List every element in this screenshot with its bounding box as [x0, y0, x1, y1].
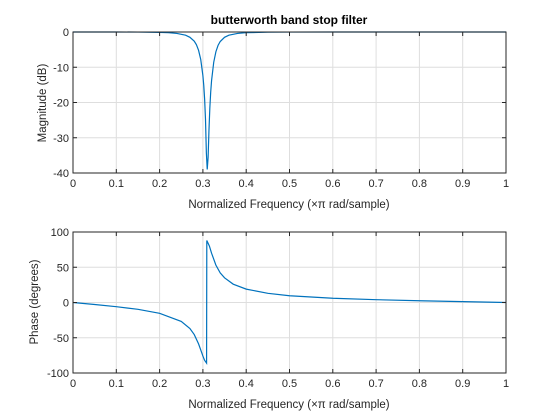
x-tick-label: 0.3 — [195, 178, 210, 190]
x-tick-label: 1 — [503, 178, 509, 190]
x-tick-label: 0.4 — [239, 378, 254, 390]
magnitude-y-axis-label: Magnitude (dB) — [37, 64, 49, 143]
x-tick-label: 0.4 — [239, 178, 254, 190]
y-tick-label: -50 — [53, 333, 69, 345]
x-tick-label: 0.3 — [195, 378, 210, 390]
x-tick-label: 1 — [503, 378, 509, 390]
x-tick-label: 0 — [70, 378, 76, 390]
y-tick-label: 100 — [51, 227, 69, 239]
x-tick-label: 0.8 — [412, 178, 427, 190]
x-tick-label: 0 — [70, 178, 76, 190]
x-tick-label: 0.1 — [109, 178, 124, 190]
x-tick-label: 0.7 — [368, 178, 383, 190]
y-tick-label: -30 — [53, 133, 69, 145]
magnitude-x-axis-label: Normalized Frequency (×π rad/sample) — [188, 199, 389, 211]
y-tick-label: -10 — [53, 62, 69, 74]
y-tick-label: 0 — [63, 27, 69, 39]
magnitude-plot: butterworth band stop filter 0 0.1 0.2 0.3 0… — [37, 13, 509, 211]
x-tick-label: 0.1 — [109, 378, 124, 390]
x-tick-label: 0.5 — [282, 178, 297, 190]
phase-y-axis-label: Phase (degrees) — [29, 259, 41, 344]
phase-curve — [72, 240, 507, 366]
phase-plot: 0 0.1 0.2 0.3 0.4 0.5 0.6 0.7 0.8 0.9 1 100 50 0 -50 -1… — [29, 227, 509, 411]
y-tick-label: 50 — [57, 262, 69, 274]
y-tick-label: -40 — [53, 168, 69, 180]
x-tick-label: 0.5 — [282, 378, 297, 390]
y-tick-label: -20 — [53, 98, 69, 110]
y-tick-label: 0 — [63, 298, 69, 310]
x-tick-label: 0.9 — [455, 178, 470, 190]
phase-x-axis-label: Normalized Frequency (×π rad/sample) — [188, 399, 389, 411]
x-tick-label: 0.7 — [368, 378, 383, 390]
chart-title: butterworth band stop filter — [211, 13, 368, 27]
x-tick-label: 0.8 — [412, 378, 427, 390]
x-tick-label: 0.2 — [152, 178, 167, 190]
y-tick-label: -100 — [47, 368, 69, 380]
x-tick-label: 0.9 — [455, 378, 470, 390]
x-tick-label: 0.6 — [325, 378, 340, 390]
x-tick-label: 0.2 — [152, 378, 167, 390]
x-tick-label: 0.6 — [325, 178, 340, 190]
